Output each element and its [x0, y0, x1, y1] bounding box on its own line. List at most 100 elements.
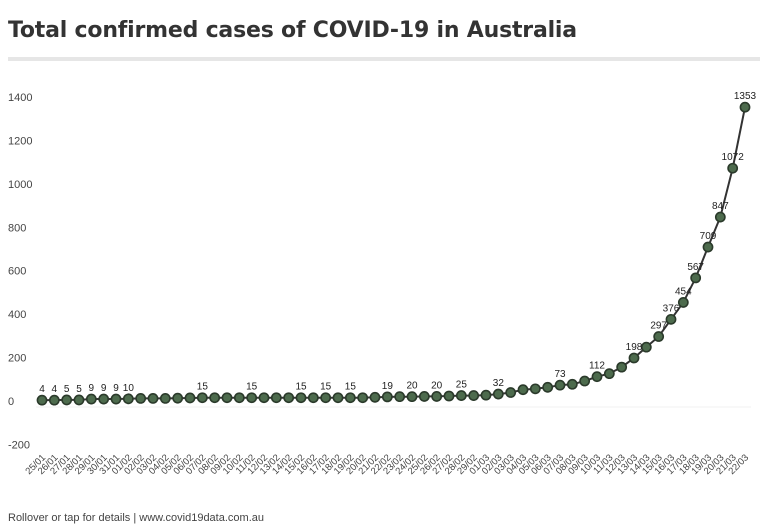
- data-point[interactable]: [357, 392, 369, 404]
- data-point[interactable]: [246, 392, 258, 404]
- data-label: 20: [431, 380, 443, 391]
- data-label: 198: [626, 342, 643, 353]
- data-point[interactable]: [702, 241, 714, 253]
- data-point[interactable]: [579, 375, 591, 387]
- y-tick-label: 600: [8, 266, 26, 278]
- data-label: 9: [113, 383, 119, 394]
- data-point[interactable]: [332, 392, 344, 404]
- data-point[interactable]: [468, 390, 480, 401]
- y-tick-label: 1000: [8, 179, 32, 191]
- data-label: 297: [650, 321, 667, 332]
- data-label: 19: [382, 381, 394, 392]
- data-point[interactable]: [492, 388, 504, 400]
- data-point[interactable]: [554, 379, 566, 391]
- data-point[interactable]: [233, 392, 245, 404]
- y-tick-label: -200: [8, 439, 30, 451]
- data-point[interactable]: [640, 341, 652, 353]
- chart-title: Total confirmed cases of COVID-19 in Aus…: [8, 18, 577, 43]
- data-point[interactable]: [517, 384, 529, 396]
- y-tick-label: 0: [8, 396, 14, 408]
- data-point[interactable]: [591, 371, 603, 383]
- data-label: 709: [700, 231, 717, 242]
- data-label: 15: [295, 382, 307, 393]
- data-point[interactable]: [61, 394, 73, 406]
- data-point[interactable]: [603, 368, 615, 380]
- data-label: 847: [712, 201, 729, 212]
- data-point[interactable]: [394, 391, 406, 403]
- data-point[interactable]: [381, 391, 393, 403]
- data-point[interactable]: [110, 393, 122, 405]
- data-point[interactable]: [727, 162, 739, 174]
- data-point[interactable]: [98, 393, 110, 405]
- data-label: 112: [589, 361, 605, 372]
- series-line: [42, 107, 746, 402]
- data-label: 4: [39, 384, 45, 395]
- data-label: 376: [663, 303, 680, 314]
- data-label: 73: [554, 369, 566, 380]
- data-point[interactable]: [159, 392, 171, 404]
- data-point[interactable]: [406, 391, 418, 403]
- data-point[interactable]: [690, 272, 702, 284]
- y-tick-label: 1200: [8, 135, 32, 147]
- data-label: 1072: [722, 152, 745, 163]
- data-label: 15: [345, 382, 357, 393]
- data-label: 15: [246, 382, 258, 393]
- data-point[interactable]: [677, 297, 689, 308]
- y-tick-label: 1400: [8, 92, 32, 104]
- y-tick-label: 200: [8, 353, 26, 365]
- data-point[interactable]: [48, 394, 60, 406]
- data-point[interactable]: [122, 393, 134, 405]
- data-point[interactable]: [443, 390, 455, 402]
- data-label: 454: [675, 286, 692, 297]
- data-point[interactable]: [85, 393, 97, 405]
- data-point[interactable]: [147, 392, 159, 404]
- data-label: 15: [197, 382, 209, 393]
- data-point[interactable]: [542, 381, 554, 393]
- data-point[interactable]: [344, 392, 356, 404]
- data-point[interactable]: [221, 392, 233, 404]
- data-label: 1353: [734, 91, 757, 102]
- y-tick-label: 800: [8, 222, 26, 234]
- data-label: 9: [89, 383, 95, 394]
- data-label: 20: [406, 381, 418, 392]
- data-point[interactable]: [258, 392, 270, 404]
- title-divider: [8, 57, 760, 61]
- data-label: 5: [64, 384, 70, 395]
- data-point[interactable]: [714, 211, 726, 223]
- data-label: 10: [123, 383, 135, 394]
- data-point[interactable]: [480, 389, 492, 401]
- data-point[interactable]: [36, 394, 48, 406]
- data-point[interactable]: [628, 352, 640, 364]
- data-point[interactable]: [369, 391, 381, 403]
- footer-credit: Rollover or tap for details | www.covid1…: [8, 512, 264, 524]
- data-point[interactable]: [418, 391, 430, 402]
- data-point[interactable]: [665, 313, 677, 325]
- data-label: 4: [52, 384, 58, 395]
- data-point[interactable]: [529, 383, 541, 395]
- y-tick-label: 400: [8, 309, 26, 321]
- data-point[interactable]: [209, 392, 221, 404]
- data-point[interactable]: [184, 392, 196, 404]
- data-point[interactable]: [455, 390, 467, 401]
- data-point[interactable]: [653, 331, 665, 342]
- data-point[interactable]: [283, 392, 295, 404]
- data-point[interactable]: [172, 392, 184, 404]
- data-point[interactable]: [307, 392, 319, 404]
- data-label: 9: [101, 383, 107, 394]
- data-label: 32: [493, 378, 505, 389]
- data-point[interactable]: [135, 392, 147, 404]
- data-point[interactable]: [320, 392, 332, 404]
- data-point[interactable]: [73, 394, 85, 406]
- data-label: 15: [320, 382, 332, 393]
- data-point[interactable]: [295, 392, 307, 404]
- data-point[interactable]: [505, 387, 517, 398]
- data-point[interactable]: [566, 378, 578, 390]
- data-point[interactable]: [739, 101, 751, 113]
- data-point[interactable]: [431, 391, 443, 402]
- data-label: 5: [76, 384, 82, 395]
- data-label: 567: [687, 262, 704, 273]
- data-point[interactable]: [270, 392, 282, 404]
- data-point[interactable]: [616, 361, 628, 373]
- data-point[interactable]: [196, 392, 208, 404]
